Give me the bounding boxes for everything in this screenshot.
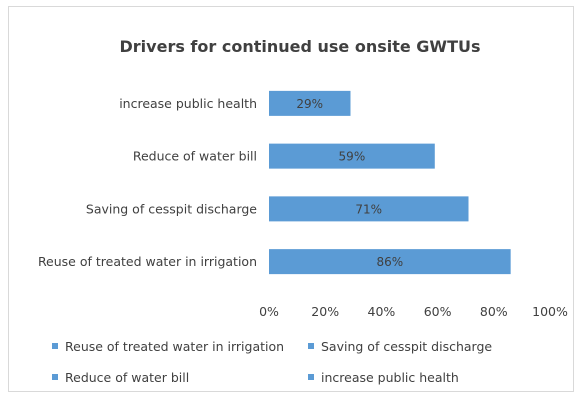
bar: [269, 143, 435, 169]
data-label: 59%: [339, 150, 366, 164]
category-label: increase public health: [119, 96, 257, 111]
legend-item: Reuse of treated water in irrigation: [65, 339, 284, 354]
x-axis-ticks: 0% 20% 40% 60% 80% 100%: [259, 304, 568, 319]
data-label: 86%: [376, 255, 403, 269]
data-labels: 29% 59% 71% 86%: [296, 97, 403, 269]
legend-item: increase public health: [321, 370, 459, 385]
legend-swatch: [308, 374, 314, 380]
legend-swatch: [52, 343, 58, 349]
category-label: Reuse of treated water in irrigation: [38, 254, 257, 269]
x-tick-label: 40%: [368, 304, 396, 319]
bar: [269, 90, 351, 116]
category-label: Reduce of water bill: [133, 149, 257, 164]
category-label: Saving of cesspit discharge: [86, 201, 257, 216]
legend: Reuse of treated water in irrigation Savi…: [52, 339, 492, 385]
data-label: 71%: [355, 202, 382, 216]
category-labels: increase public health Reduce of water bi…: [38, 96, 257, 269]
legend-swatch: [308, 343, 314, 349]
legend-item: Saving of cesspit discharge: [321, 339, 492, 354]
legend-swatch: [52, 374, 58, 380]
bar: [269, 249, 511, 275]
bar: [269, 196, 469, 222]
chart-title: Drivers for continued use onsite GWTUs: [120, 37, 481, 56]
x-tick-label: 80%: [480, 304, 508, 319]
x-tick-label: 100%: [532, 304, 568, 319]
x-tick-label: 20%: [311, 304, 339, 319]
legend-item: Reduce of water bill: [65, 370, 189, 385]
bars: [269, 90, 511, 275]
data-label: 29%: [296, 97, 323, 111]
x-tick-label: 60%: [424, 304, 452, 319]
x-tick-label: 0%: [259, 304, 279, 319]
